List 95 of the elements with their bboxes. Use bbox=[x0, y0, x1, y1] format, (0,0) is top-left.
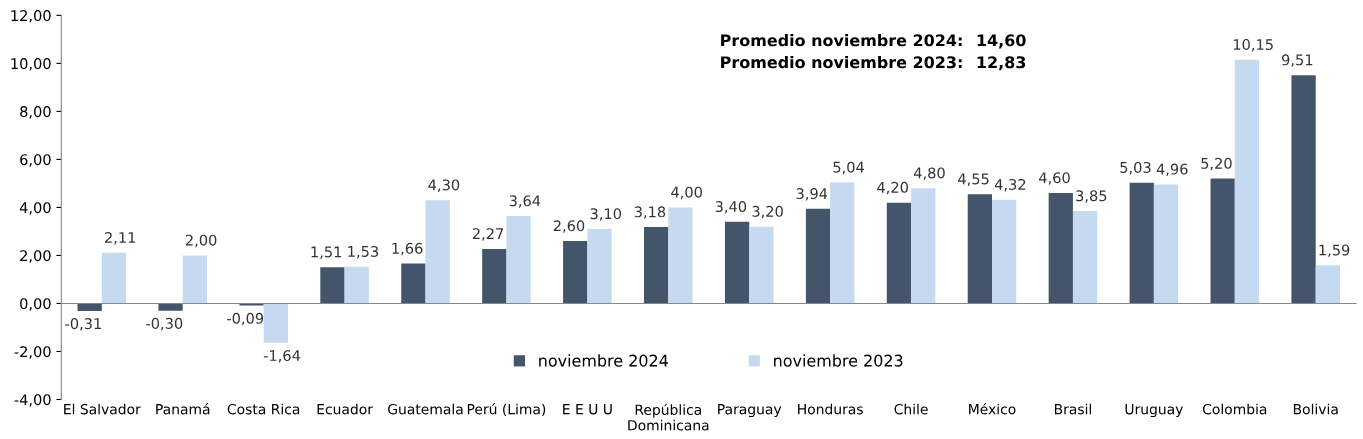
bar bbox=[911, 188, 936, 304]
x-tick-label: Colombia bbox=[1202, 403, 1267, 415]
y-tick-label: 0,00 bbox=[20, 298, 51, 311]
annotation: Promedio noviembre 2024: bbox=[721, 33, 962, 47]
bar bbox=[401, 263, 426, 304]
data-label: 4,00 bbox=[671, 186, 702, 200]
y-tick-label: -4,00 bbox=[14, 394, 51, 407]
y-tick-label: 10,00 bbox=[11, 58, 51, 71]
x-tick-label: Chile bbox=[894, 403, 928, 415]
x-tick-label: Honduras bbox=[798, 403, 863, 415]
data-label: 4,96 bbox=[1156, 163, 1188, 177]
data-label: 1,59 bbox=[1319, 244, 1350, 257]
x-tick-label: República Dominicana bbox=[628, 403, 709, 431]
bar bbox=[1129, 182, 1154, 304]
bar bbox=[263, 303, 288, 343]
x-tick-label: Bolivia bbox=[1293, 403, 1338, 415]
data-label: 4,32 bbox=[994, 178, 1026, 192]
data-label: 2,00 bbox=[185, 234, 217, 248]
bar bbox=[587, 229, 612, 304]
bar bbox=[482, 248, 507, 304]
data-label: 9,51 bbox=[1282, 54, 1313, 67]
bar bbox=[344, 266, 369, 304]
bar bbox=[992, 199, 1017, 304]
bar bbox=[425, 200, 450, 304]
annotation: 14,60 bbox=[977, 34, 1026, 49]
y-tick-label: 6,00 bbox=[20, 154, 51, 167]
bar bbox=[239, 303, 264, 306]
y-tick-label: 2,00 bbox=[20, 250, 51, 263]
data-label: 3,10 bbox=[590, 208, 622, 221]
data-label: 5,20 bbox=[1201, 157, 1232, 171]
data-label: 1,66 bbox=[392, 242, 423, 256]
legend-label: noviembre 2024 bbox=[539, 354, 668, 367]
bar bbox=[1315, 265, 1340, 304]
bar bbox=[1072, 211, 1098, 304]
x-tick-label: Brasil bbox=[1054, 403, 1091, 415]
bar bbox=[158, 303, 183, 311]
annotation: 12,83 bbox=[977, 56, 1026, 71]
x-tick-label: El Salvador bbox=[64, 403, 141, 415]
data-label: 10,15 bbox=[1233, 38, 1273, 52]
data-label: 4,55 bbox=[958, 173, 989, 186]
data-label: 3,64 bbox=[509, 195, 541, 208]
data-label: 4,30 bbox=[428, 179, 460, 192]
bar bbox=[886, 202, 912, 304]
bar bbox=[1153, 184, 1179, 304]
legend-label: noviembre 2023 bbox=[774, 354, 903, 367]
data-label: 5,03 bbox=[1120, 161, 1151, 175]
data-label: 2,11 bbox=[105, 232, 136, 245]
x-tick-label: Paraguay bbox=[718, 404, 782, 418]
bar bbox=[1048, 193, 1073, 304]
data-label: 1,51 bbox=[311, 246, 342, 259]
bar bbox=[644, 227, 669, 304]
bar bbox=[320, 267, 345, 304]
bar bbox=[77, 303, 102, 311]
data-label: -0,31 bbox=[65, 318, 101, 331]
y-tick-label: 8,00 bbox=[20, 106, 51, 119]
annotation: Promedio noviembre 2023: bbox=[721, 55, 962, 69]
bar bbox=[1291, 75, 1316, 304]
data-label: 2,27 bbox=[472, 228, 504, 241]
bar bbox=[563, 241, 588, 304]
x-tick-label: Panamá bbox=[156, 403, 210, 415]
x-tick-label: E E U U bbox=[563, 404, 612, 415]
data-label: 3,20 bbox=[752, 205, 783, 219]
data-label: 4,20 bbox=[877, 181, 908, 195]
y-tick-label: 4,00 bbox=[19, 202, 51, 215]
data-label: 1,53 bbox=[348, 245, 379, 259]
x-tick-label: Guatemala bbox=[388, 403, 463, 415]
bar bbox=[830, 182, 855, 304]
data-label: 3,94 bbox=[796, 188, 828, 201]
x-tick-label: Ecuador bbox=[317, 403, 373, 415]
y-tick-label: -2,00 bbox=[14, 346, 51, 359]
data-label: 2,60 bbox=[553, 220, 585, 233]
data-label: 3,40 bbox=[715, 201, 747, 214]
data-label: 3,85 bbox=[1076, 190, 1107, 203]
x-tick-label: Uruguay bbox=[1125, 404, 1183, 418]
x-tick-label: México bbox=[969, 403, 1016, 415]
data-label: -0,09 bbox=[227, 312, 264, 326]
bar bbox=[749, 226, 774, 304]
bar bbox=[101, 252, 127, 304]
y-tick-label: 12,00 bbox=[11, 10, 51, 23]
bar bbox=[1234, 59, 1260, 304]
data-label: 5,04 bbox=[833, 161, 864, 175]
data-label: 3,18 bbox=[634, 206, 666, 219]
data-label: 4,80 bbox=[913, 167, 945, 180]
data-label: -1,64 bbox=[263, 350, 301, 363]
x-tick-label: Perú (Lima) bbox=[467, 403, 546, 417]
bar bbox=[506, 216, 531, 304]
data-label: 4,60 bbox=[1039, 172, 1070, 185]
bar bbox=[724, 221, 750, 304]
bar bbox=[668, 207, 693, 304]
x-tick-label: Costa Rica bbox=[227, 403, 300, 415]
data-label: -0,30 bbox=[146, 317, 183, 331]
bar bbox=[967, 194, 993, 304]
bar bbox=[805, 208, 831, 304]
bar bbox=[182, 255, 208, 304]
bar bbox=[1210, 178, 1235, 304]
